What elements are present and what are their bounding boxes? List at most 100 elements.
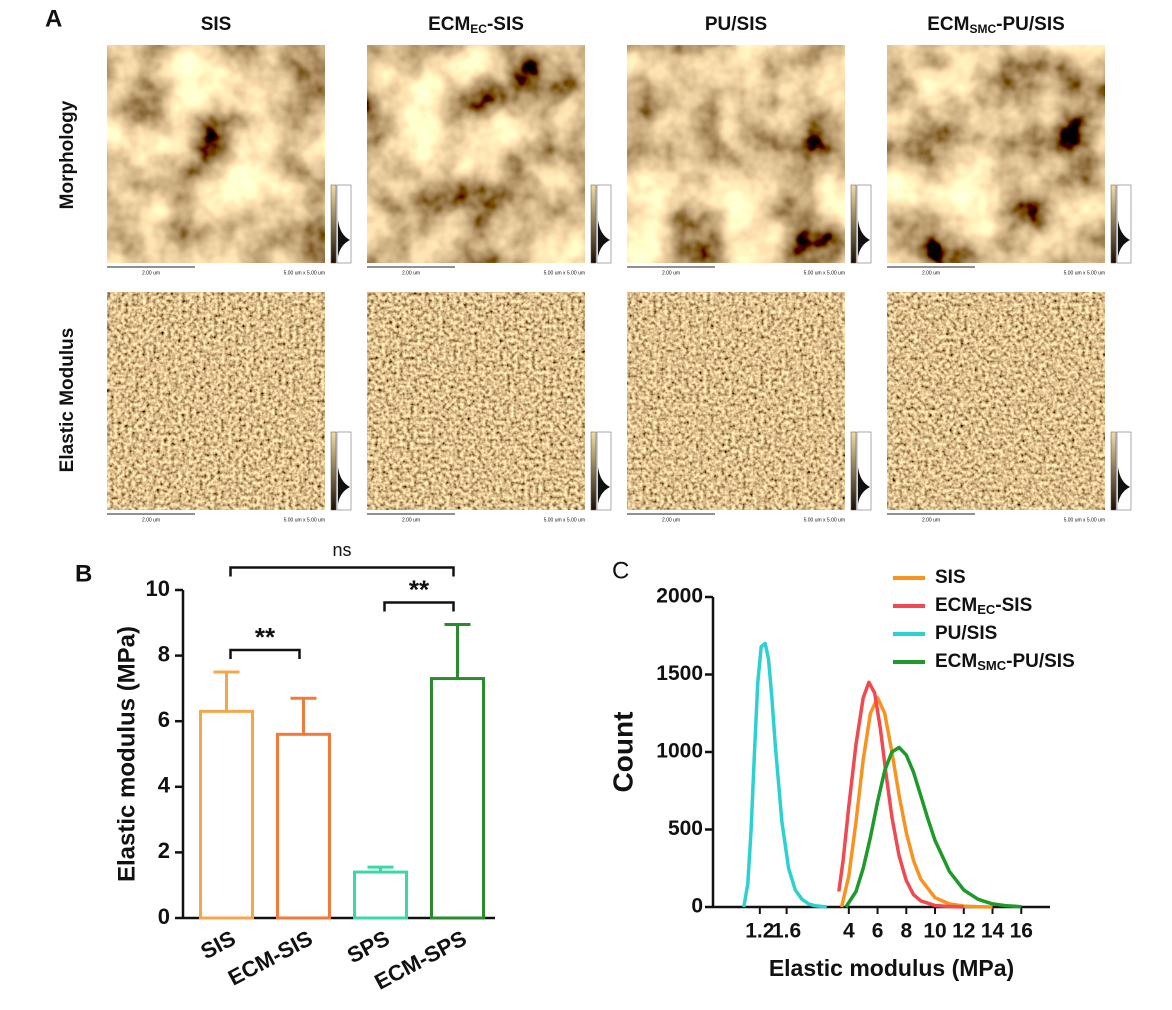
scan-size-label: 5.00 um x 5.00 um xyxy=(544,517,585,523)
y-axis-label: Count xyxy=(607,712,638,793)
x-tick-label: 10 xyxy=(923,920,946,943)
y-tick-label: 1000 xyxy=(656,740,703,763)
panel-label: C xyxy=(612,557,629,584)
column-title-part: EC xyxy=(470,22,487,36)
color-bar xyxy=(330,431,337,511)
x-tick-label: ECM-SIS xyxy=(224,925,317,990)
y-tick-label: 500 xyxy=(668,817,703,840)
y-tick-label: 1500 xyxy=(656,662,703,685)
significance-bracket xyxy=(229,648,301,659)
y-axis-label: Elastic modulus (MPa) xyxy=(113,626,140,882)
histogram xyxy=(598,220,610,257)
legend-label: ECMEC-SIS xyxy=(935,595,1032,617)
color-bar xyxy=(590,431,597,511)
scan-size-label: 5.00 um x 5.00 um xyxy=(804,270,845,276)
series-line xyxy=(844,745,1022,909)
series-line xyxy=(837,680,964,909)
color-bar xyxy=(850,431,857,511)
significance-label: ** xyxy=(255,622,276,652)
color-bar xyxy=(330,184,337,264)
color-bar xyxy=(1110,184,1117,264)
y-tick-label: 6 xyxy=(158,707,170,732)
y-tick-label: 2 xyxy=(158,838,170,863)
y-tick-label: 0 xyxy=(158,904,170,929)
legend-label-part: ECM xyxy=(935,595,977,616)
x-tick-label: 1.6 xyxy=(772,920,801,943)
bar xyxy=(353,870,408,920)
bar xyxy=(199,709,254,920)
column-title-part: PU/SIS xyxy=(705,14,767,35)
scan-size-label: 5.00 um x 5.00 um xyxy=(1064,517,1105,523)
column-title-part: ECM xyxy=(428,14,470,35)
afm-image xyxy=(367,45,585,263)
histogram xyxy=(858,220,870,257)
histogram xyxy=(338,467,350,504)
legend-label-part: ECM xyxy=(935,651,977,672)
bar xyxy=(276,732,331,920)
scan-size-label: 5.00 um x 5.00 um xyxy=(284,270,325,276)
column-title-part: -PU/SIS xyxy=(996,14,1065,35)
column-title-part: SIS xyxy=(201,14,232,35)
column-title: ECMEC-SIS xyxy=(428,14,524,36)
histogram xyxy=(1118,467,1130,504)
afm-image xyxy=(107,45,325,263)
column-title: SIS xyxy=(201,14,232,35)
x-tick-label: 12 xyxy=(952,920,975,943)
scale-bar-label: 2.00 um xyxy=(922,270,940,276)
x-tick-label: SIS xyxy=(197,925,240,964)
scale-bar-label: 2.00 um xyxy=(662,517,680,523)
x-tick-label: 8 xyxy=(900,920,912,943)
column-title-part: SMC xyxy=(969,22,996,36)
legend-label: PU/SIS xyxy=(935,623,997,644)
scan-size-label: 5.00 um x 5.00 um xyxy=(1064,270,1105,276)
y-tick-label: 0 xyxy=(691,895,703,918)
scan-size-label: 5.00 um x 5.00 um xyxy=(284,517,325,523)
significance-label: ** xyxy=(409,574,430,604)
x-tick-label: 16 xyxy=(1010,920,1033,943)
scale-bar-label: 2.00 um xyxy=(142,517,160,523)
histogram xyxy=(858,467,870,504)
column-title-part: ECM xyxy=(927,14,969,35)
x-axis-label: Elastic modulus (MPa) xyxy=(769,955,1014,981)
afm-image xyxy=(107,292,325,510)
x-tick-label: 4 xyxy=(843,920,855,943)
x-tick-label: 14 xyxy=(981,920,1005,943)
x-tick-label: 1.2 xyxy=(745,920,774,943)
scale-bar-label: 2.00 um xyxy=(922,517,940,523)
afm-image xyxy=(627,292,845,510)
legend-label-part: EC xyxy=(977,602,996,617)
significance-bracket xyxy=(229,566,455,577)
scan-size-label: 5.00 um x 5.00 um xyxy=(804,517,845,523)
scan-size-label: 5.00 um x 5.00 um xyxy=(544,270,585,276)
y-tick-label: 4 xyxy=(158,773,171,798)
legend-label: SIS xyxy=(935,567,966,588)
legend-label-part: SIS xyxy=(935,567,966,588)
legend-label: ECMSMC-PU/SIS xyxy=(935,651,1075,673)
afm-image xyxy=(627,45,845,263)
afm-image xyxy=(367,292,585,510)
afm-image xyxy=(887,45,1105,263)
series-line xyxy=(742,641,827,909)
color-bar xyxy=(850,184,857,264)
legend-label-part: PU/SIS xyxy=(935,623,997,644)
scale-bar-label: 2.00 um xyxy=(662,270,680,276)
legend-label-part: -PU/SIS xyxy=(1006,651,1075,672)
column-title: PU/SIS xyxy=(705,14,767,35)
series-line xyxy=(839,696,993,909)
x-tick-label: SPS xyxy=(343,925,394,968)
afm-image xyxy=(887,292,1105,510)
color-bar xyxy=(1110,431,1117,511)
panel-label: B xyxy=(75,560,92,587)
column-title: ECMSMC-PU/SIS xyxy=(927,14,1065,36)
row-label: Elastic Modulus xyxy=(57,328,78,473)
histogram xyxy=(1118,220,1130,257)
color-bar xyxy=(590,184,597,264)
histogram xyxy=(598,467,610,504)
significance-label: ns xyxy=(332,540,351,560)
scale-bar-label: 2.00 um xyxy=(402,270,420,276)
scale-bar-label: 2.00 um xyxy=(142,270,160,276)
histogram xyxy=(338,220,350,257)
legend-label-part: SMC xyxy=(977,658,1007,673)
bar xyxy=(430,677,485,920)
